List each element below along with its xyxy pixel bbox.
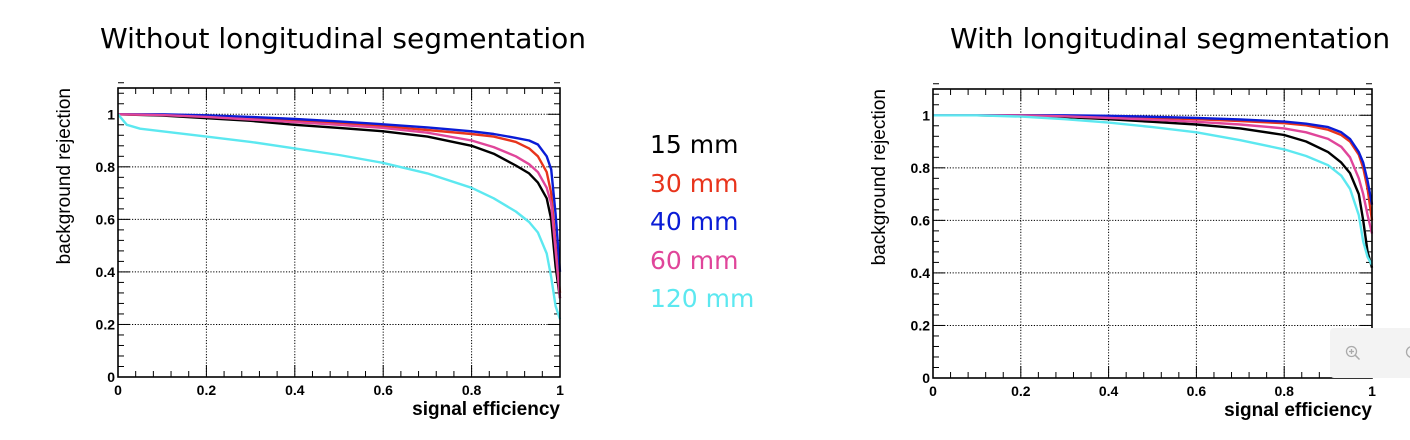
left-series-15-mm (117, 113, 562, 299)
left-y-tick-label: 0.6 (96, 211, 116, 227)
right-series-15-mm (933, 114, 1374, 269)
right-x-tick-label: 0.8 (1274, 383, 1294, 399)
left-y-tick-label: 0.8 (96, 159, 116, 175)
left-x-tick-label: 0.8 (462, 382, 482, 398)
right-y-axis-label: background rejection (869, 89, 890, 265)
right-x-tick-label: 0.4 (1099, 383, 1119, 399)
right-series-40-mm (933, 114, 1374, 205)
legend-item-15mm: 15 mm (650, 130, 739, 159)
left-chart-title: Without longitudinal segmentation (100, 22, 587, 55)
left-x-tick-label: 0.4 (285, 382, 305, 398)
left-y-tick-label: 1 (107, 106, 115, 122)
right-chart-title: With longitudinal segmentation (950, 22, 1391, 55)
zoom-widget[interactable] (1330, 328, 1410, 378)
right-y-tick-label: 0.4 (911, 265, 931, 281)
right-x-tick-label: 1 (1368, 383, 1376, 399)
left-x-axis-label: signal efficiency (412, 399, 560, 420)
right-series-60-mm (933, 114, 1374, 234)
right-x-axis-label: signal efficiency (1224, 400, 1372, 421)
left-x-tick-label: 0.2 (197, 382, 217, 398)
right-y-tick-label: 0.8 (911, 160, 931, 176)
right-plot-frame (932, 88, 1373, 379)
left-series-40-mm (118, 113, 562, 272)
right-series (933, 114, 1374, 269)
legend-item-120mm: 120 mm (650, 284, 755, 313)
right-x-tick-label: 0.2 (1011, 383, 1031, 399)
left-x-tick-label: 0 (114, 382, 122, 398)
left-series-60-mm (117, 113, 562, 299)
right-x-tick-label: 0.6 (1187, 383, 1207, 399)
legend-item-40mm: 40 mm (650, 207, 739, 236)
left-grid (118, 88, 560, 377)
left-y-tick-label: 0.2 (96, 316, 116, 332)
left-series (117, 113, 562, 320)
legend-item-60mm: 60 mm (650, 245, 739, 275)
left-y-tick-label: 0 (107, 369, 115, 385)
left-series-120-mm (117, 113, 562, 320)
left-plot-frame (117, 87, 561, 378)
left-y-tick-label: 0.4 (96, 264, 116, 280)
legend: 15 mm 30 mm 40 mm 60 mm 120 mm (650, 126, 754, 319)
left-y-axis-label: background rejection (54, 88, 75, 264)
zoom-reset-icon[interactable] (1404, 345, 1410, 361)
left-x-tick-label: 1 (556, 382, 564, 398)
zoom-in-icon[interactable] (1345, 345, 1361, 361)
left-x-tick-label: 0.6 (373, 382, 393, 398)
right-y-tick-label: 1 (922, 107, 930, 123)
right-y-tick-label: 0.6 (911, 212, 931, 228)
left-series-30-mm (117, 113, 562, 294)
right-x-tick-label: 0 (929, 383, 937, 399)
right-y-tick-label: 0.2 (911, 317, 931, 333)
right-series-120-mm (933, 114, 1374, 266)
legend-item-30mm: 30 mm (650, 168, 739, 198)
right-y-tick-label: 0 (922, 370, 930, 386)
